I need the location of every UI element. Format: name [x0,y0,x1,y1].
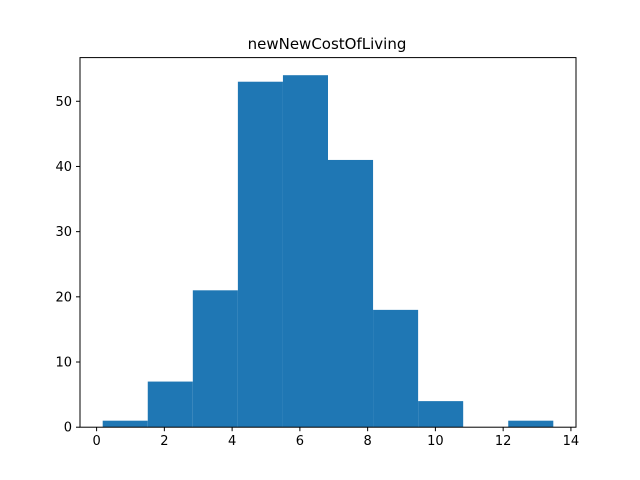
y-tick-label: 50 [55,95,72,110]
histogram-bar [373,309,419,428]
x-tick-label: 14 [563,434,580,449]
bars-group [102,75,554,428]
histogram-bar [508,420,554,428]
plot-frame [79,57,577,428]
x-axis-ticks: 0 2 4 6 8 10 12 14 [92,427,579,449]
histogram-bar [147,381,193,428]
y-tick-label: 40 [55,160,72,175]
histogram-bar [102,420,148,428]
x-tick-label: 4 [228,434,236,449]
x-tick-label: 2 [160,434,168,449]
y-tick-label: 10 [55,356,72,371]
chart-title: newNewCostOfLiving [248,35,407,53]
x-tick-label: 0 [92,434,100,449]
x-tick-label: 6 [296,434,304,449]
y-axis-ticks: 0 10 20 30 40 50 [55,95,80,436]
x-tick-label: 10 [427,434,444,449]
histogram-bar [418,401,464,428]
x-tick-label: 12 [495,434,512,449]
histogram-bar [328,159,374,428]
y-tick-label: 30 [55,225,72,240]
histogram-bar [237,81,283,428]
y-tick-label: 20 [55,290,72,305]
y-tick-label: 0 [64,421,72,436]
histogram-bar [192,290,238,428]
x-tick-label: 8 [363,434,371,449]
histogram-bar [282,75,328,428]
